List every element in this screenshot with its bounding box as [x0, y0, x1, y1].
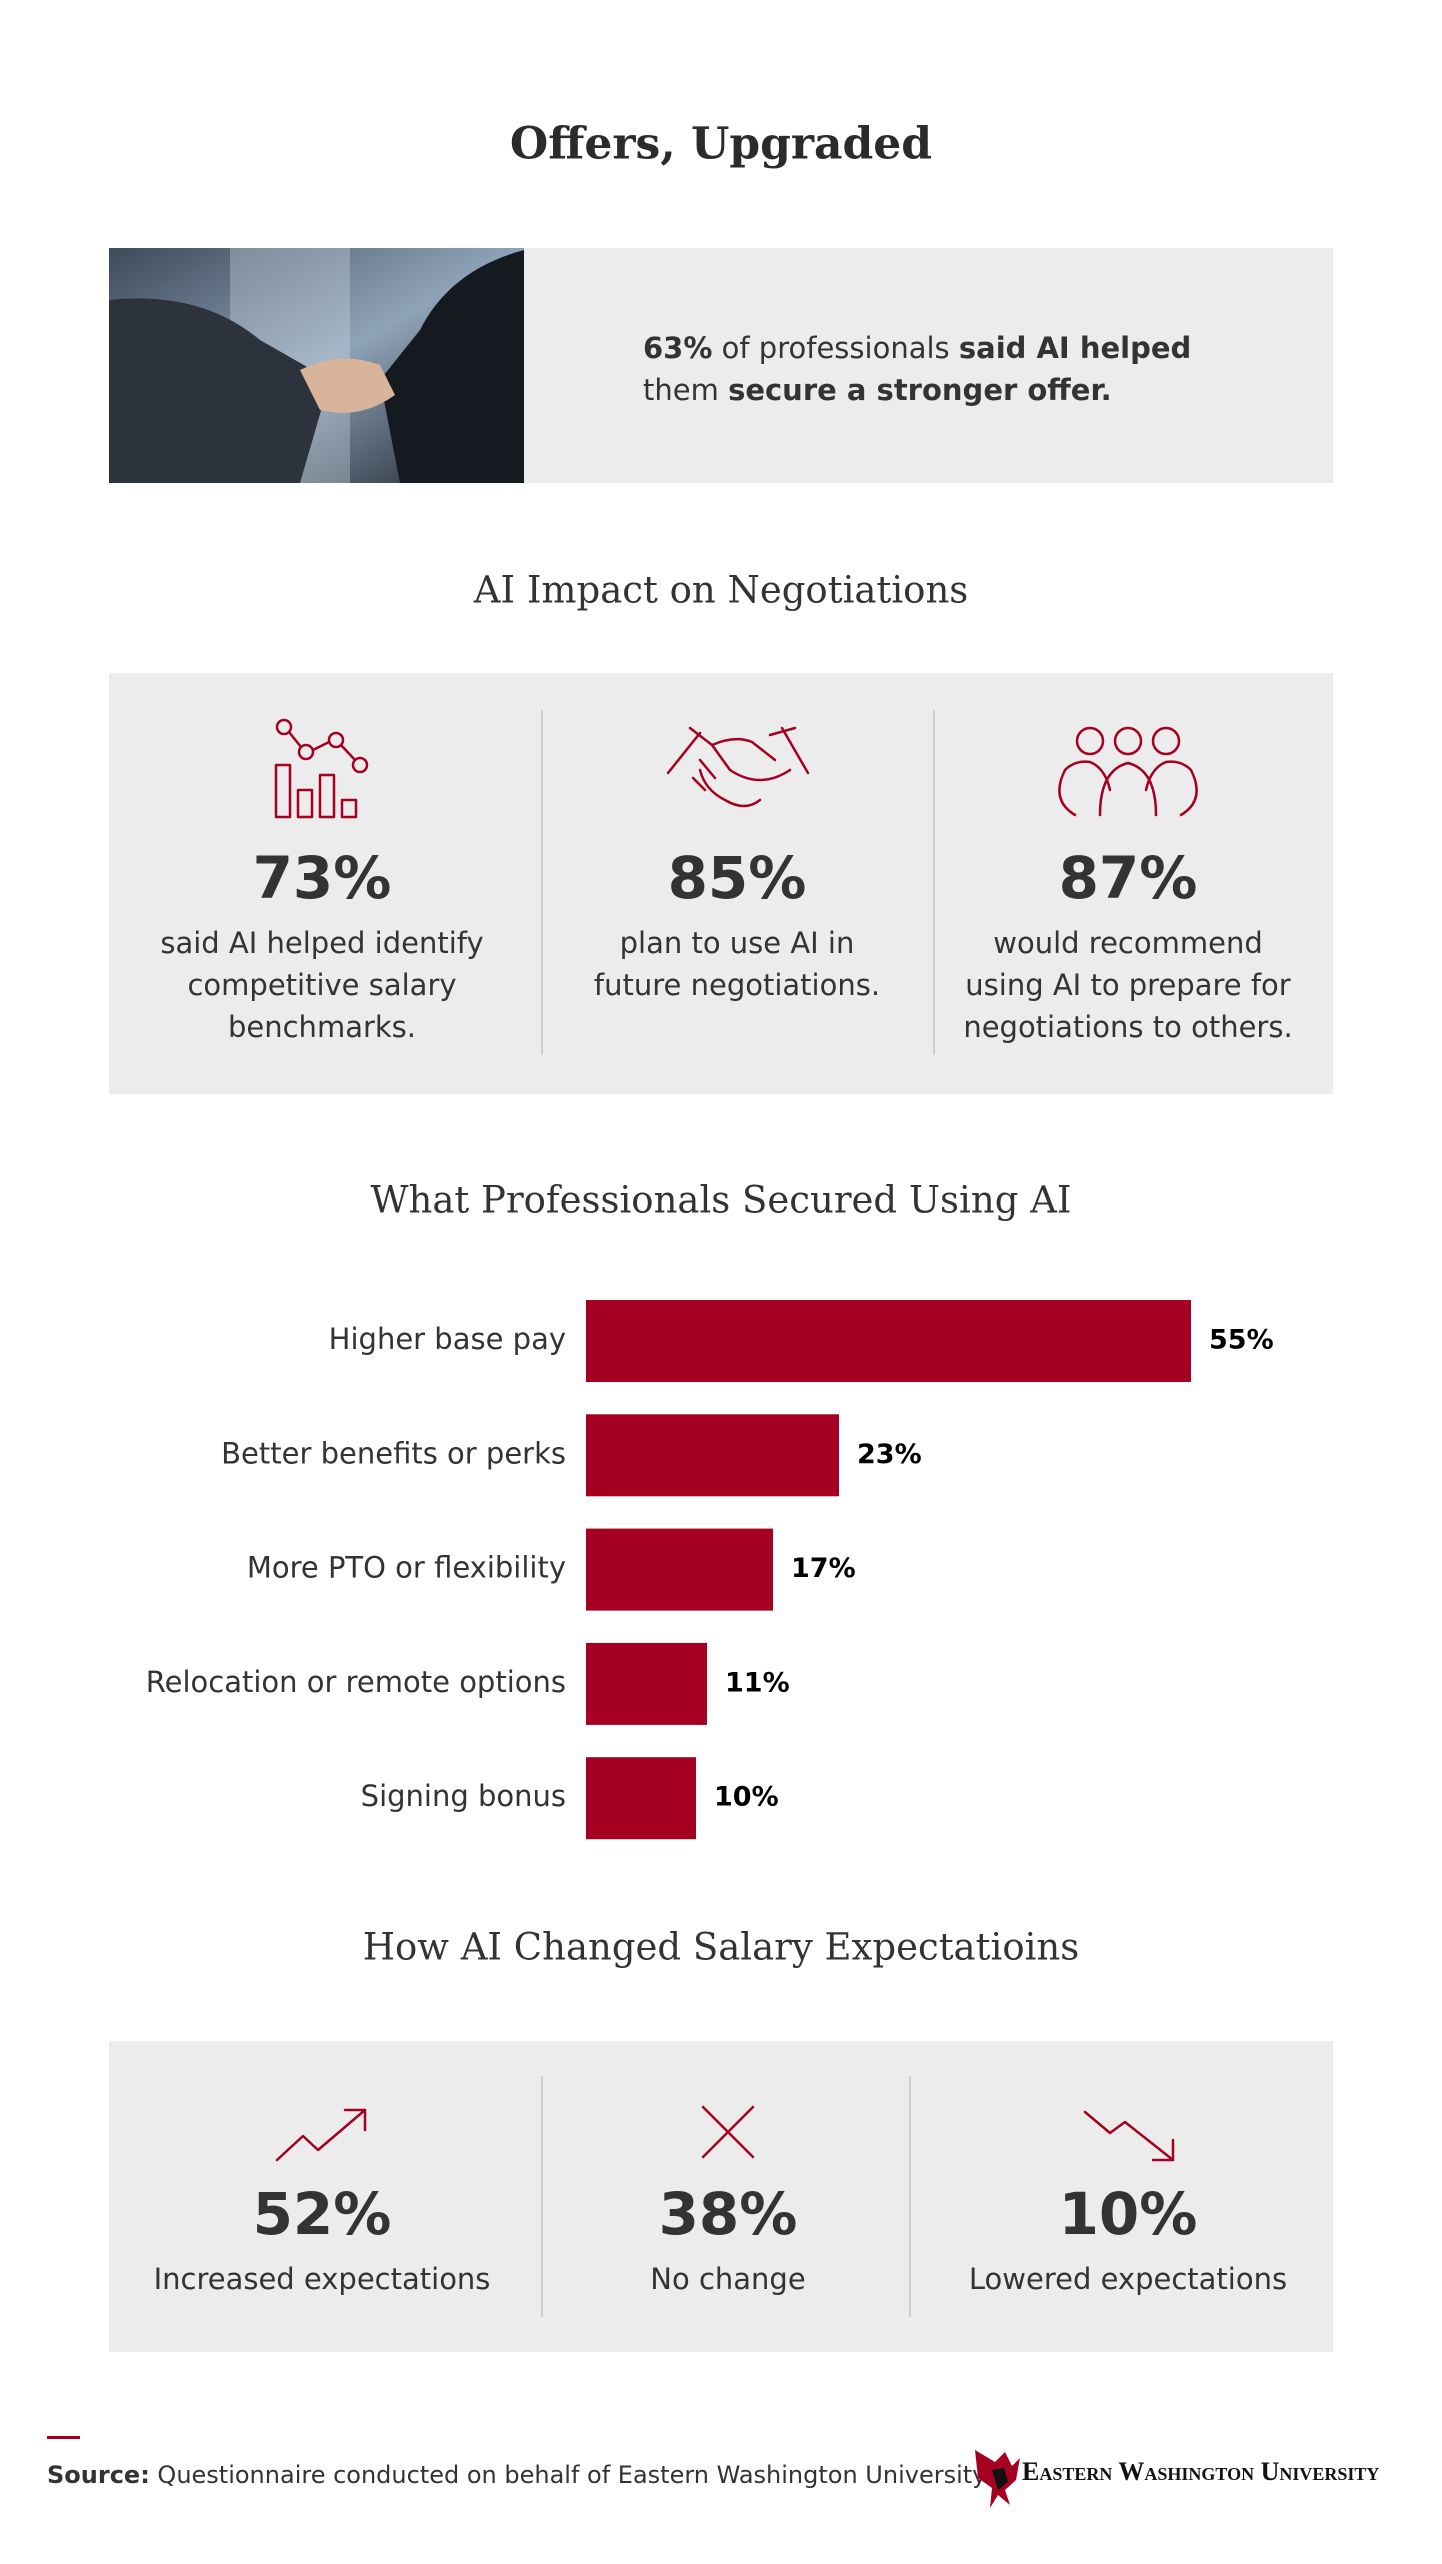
bar-chart: Higher base pay 55% Better benefits or per…	[146, 1300, 1274, 1840]
down-arrow-icon	[1083, 2110, 1175, 2162]
stat-label: Lowered expectations	[969, 2262, 1287, 2296]
bar-label: Relocation or remote options	[146, 1665, 566, 1699]
handshake-icon	[666, 726, 810, 808]
up-arrow-icon	[275, 2108, 367, 2162]
source: Source: Questionnaire conducted on behal…	[47, 2461, 986, 2489]
stat-value: 85%	[668, 844, 807, 912]
hero-photo	[109, 248, 524, 483]
expectations-panel	[109, 2041, 1333, 2352]
hero-text-line: them secure a stronger offer.	[643, 373, 1112, 407]
stat-label: Increased expectations	[154, 2262, 491, 2296]
value-label: 17%	[791, 1553, 856, 1584]
source-label: Source:	[47, 2461, 150, 2489]
stat-description: future negotiations.	[594, 968, 880, 1002]
hero-text: 63%	[643, 331, 712, 365]
stat-value: 38%	[659, 2180, 798, 2248]
stat-description: plan to use AI in	[620, 926, 855, 960]
stat-label: No change	[650, 2262, 805, 2296]
bar-label: Better benefits or perks	[221, 1436, 566, 1470]
stat-value: 73%	[253, 844, 392, 912]
bar	[586, 1300, 1191, 1382]
stat-description: using AI to prepare for	[965, 968, 1291, 1002]
bar	[586, 1642, 707, 1725]
stats-panel	[109, 673, 1333, 1094]
hero-text-line: 63% of professionals said AI helped	[643, 331, 1191, 365]
value-label: 11%	[725, 1667, 790, 1698]
bar	[586, 1757, 696, 1840]
value-label: 23%	[857, 1439, 922, 1470]
section-heading: How AI Changed Salary Expectatioins	[363, 1926, 1080, 1969]
bar-label: Signing bonus	[361, 1779, 566, 1813]
source-text: Questionnaire conducted on behalf of Eas…	[150, 2461, 987, 2489]
stat-value: 10%	[1059, 2180, 1198, 2248]
x-icon	[701, 2105, 755, 2159]
stat-description: negotiations to others.	[963, 1010, 1292, 1044]
accent-dash	[47, 2436, 80, 2439]
chart-title: What Professionals Secured Using AI	[371, 1179, 1072, 1222]
stat-description: competitive salary	[187, 968, 456, 1002]
stat-descriptions: said AI helped identify competitive salar…	[160, 926, 1292, 1044]
hero-text: of professionals	[712, 331, 958, 365]
logo-mark	[975, 2450, 1020, 2508]
bar-label: More PTO or flexibility	[247, 1551, 566, 1585]
hero-text: said AI helped	[959, 331, 1191, 365]
hero-text: them	[643, 373, 728, 407]
stat-description: said AI helped identify	[160, 926, 483, 960]
page-title: Offers, Upgraded	[510, 119, 932, 170]
chart-icon	[274, 718, 369, 819]
bar	[586, 1528, 773, 1611]
value-label: 10%	[714, 1782, 779, 1813]
people-icon	[1058, 726, 1198, 817]
stat-description: benchmarks.	[228, 1010, 416, 1044]
stat-description: would recommend	[993, 926, 1262, 960]
bar-label: Higher base pay	[329, 1322, 566, 1356]
hero-text: secure a stronger offer.	[728, 373, 1112, 407]
logo-text: Eastern Washington University	[1022, 2457, 1379, 2486]
stat-value: 87%	[1059, 844, 1198, 912]
stat-value: 52%	[253, 2180, 392, 2248]
section-heading: AI Impact on Negotiations	[473, 569, 969, 612]
bar	[586, 1414, 839, 1497]
value-label: 55%	[1209, 1325, 1274, 1356]
